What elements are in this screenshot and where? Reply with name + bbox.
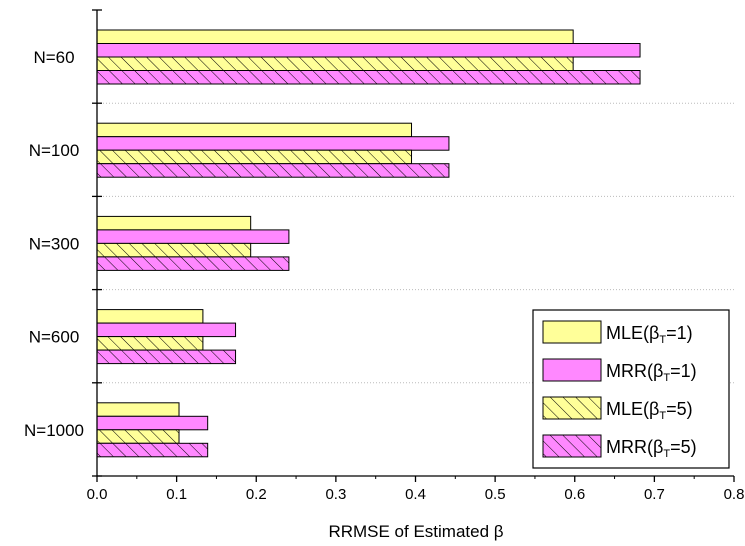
legend-label: MLE(βT=5) [606, 399, 693, 422]
legend-swatch [542, 320, 602, 344]
legend-label: MLE(βT=1) [606, 323, 693, 346]
x-axis-title: RRMSE of Estimated β [328, 522, 503, 541]
legend: MLE(βT=1) MRR(βT=1) MLE(βT=5) MRR(βT=5) [532, 309, 730, 469]
bar [96, 56, 574, 71]
bar [96, 70, 641, 85]
category-label: N=300 [29, 234, 80, 253]
x-tick-label: 0.0 [87, 486, 108, 503]
axes [92, 9, 735, 482]
bar [96, 229, 290, 244]
labels: N=60 N=100 N=300 N=600 N=1000 0.0 0.1 0.2 0.3 0.4… [24, 48, 744, 503]
legend-swatch [542, 396, 602, 420]
category-label: N=100 [29, 141, 80, 160]
bar [96, 256, 290, 271]
category-label: N=60 [33, 48, 74, 67]
x-tick-label: 0.3 [325, 486, 346, 503]
x-tick-label: 0.4 [405, 486, 426, 503]
x-tick-label: 0.8 [724, 486, 745, 503]
bar [96, 429, 180, 444]
legend-label: MRR(βT=1) [606, 361, 697, 384]
x-tick-label: 0.1 [166, 486, 187, 503]
bar [96, 122, 413, 138]
bar [96, 322, 237, 338]
legend-swatch [542, 434, 602, 458]
legend-label: MRR(βT=5) [606, 437, 697, 460]
bars [96, 29, 641, 458]
bar [96, 309, 204, 324]
category-label: N=600 [29, 328, 80, 347]
x-tick-label: 0.5 [485, 486, 506, 503]
bar [96, 415, 209, 431]
legend-swatch [542, 358, 602, 382]
x-tick-label: 0.6 [564, 486, 585, 503]
bar [96, 336, 204, 351]
category-label: N=1000 [24, 421, 84, 440]
bar [96, 29, 574, 44]
bar [96, 136, 450, 151]
bar [96, 163, 450, 178]
x-tick-label: 0.2 [246, 486, 267, 503]
category-separators [97, 102, 734, 384]
x-tick-label: 0.7 [644, 486, 665, 503]
bar [96, 349, 237, 365]
bar [96, 402, 180, 417]
bar [96, 215, 252, 231]
bar [96, 43, 641, 58]
bar [96, 442, 209, 458]
bar [96, 242, 252, 258]
bar [96, 149, 413, 165]
